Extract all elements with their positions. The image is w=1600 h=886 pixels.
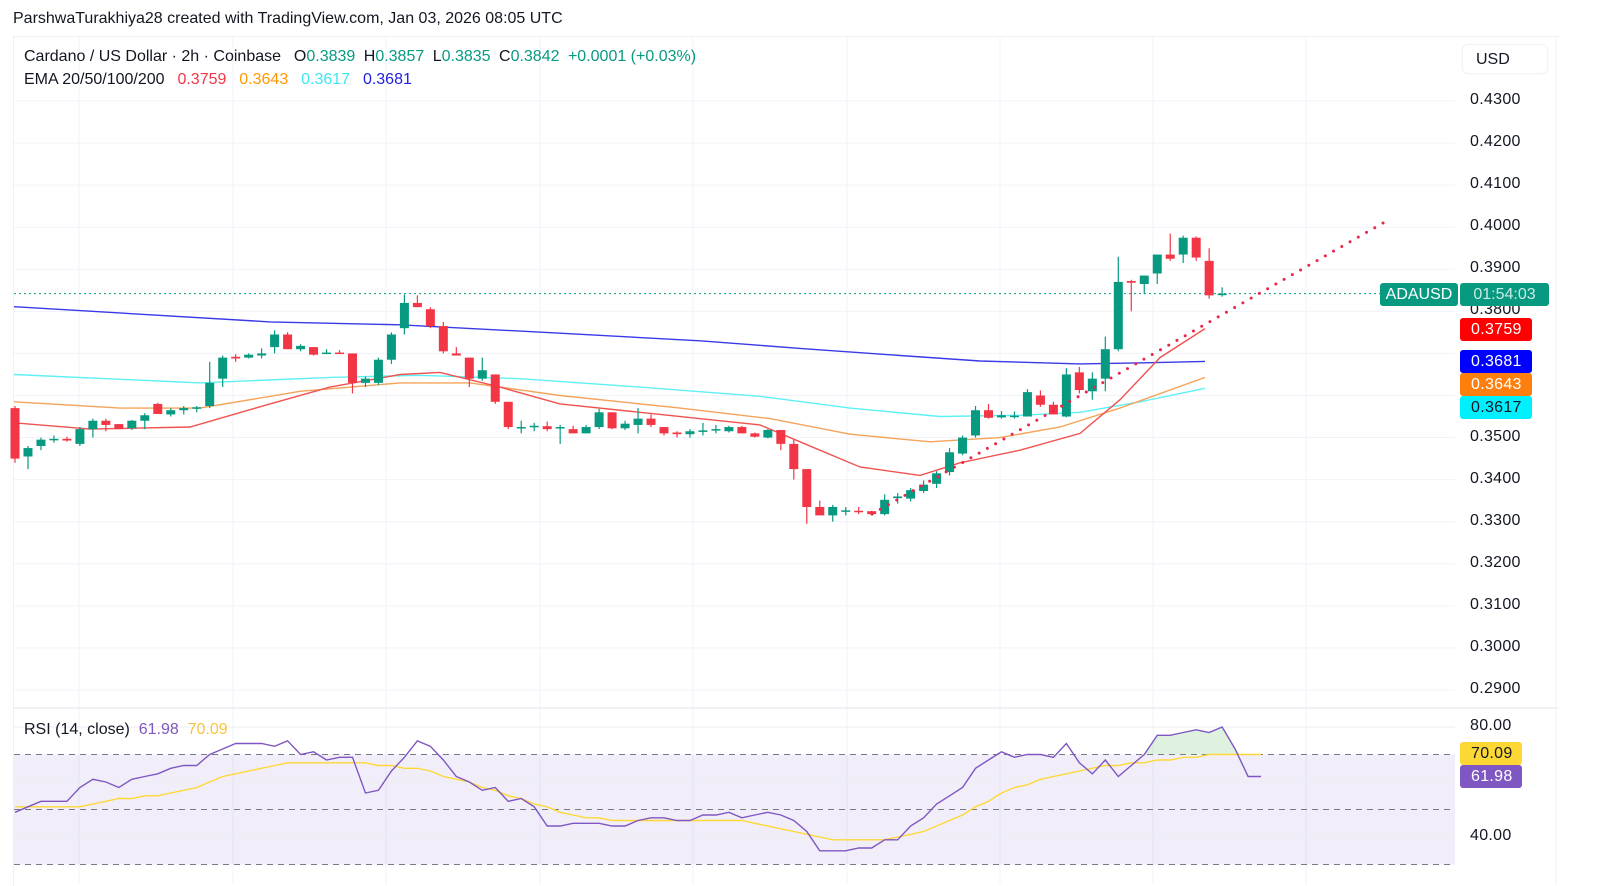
low-label: L	[432, 48, 442, 65]
rsi-axis-tick: 80.00	[1470, 717, 1512, 734]
rsi-legend-label[interactable]: RSI (14, close)	[24, 721, 130, 738]
ema100-line	[13, 373, 1206, 418]
rsi-line	[14, 726, 1262, 852]
close-label: C	[499, 48, 511, 65]
price-axis-tick: 0.3000	[1470, 637, 1521, 655]
high-label: H	[363, 48, 376, 65]
price-axis-tick: 0.3200	[1470, 553, 1521, 571]
ema20-tag: 0.3759	[1460, 318, 1532, 341]
ema200-value: 0.3681	[362, 71, 412, 88]
symbol-title[interactable]: Cardano / US Dollar · 2h · Coinbase	[24, 48, 282, 65]
ema50-line	[13, 376, 1206, 443]
price-axis-tick: 0.4200	[1470, 133, 1521, 151]
chart-frame	[13, 36, 1559, 886]
ema20-line	[13, 328, 1206, 477]
ema50-value: 0.3643	[239, 71, 289, 88]
ema100-tag: 0.3617	[1460, 396, 1532, 419]
ema50-tag: 0.3643	[1460, 373, 1532, 396]
price-axis-tick: 0.2900	[1470, 679, 1521, 697]
close-value: 0.3842	[510, 48, 560, 65]
ema-legend-label[interactable]: EMA 20/50/100/200	[24, 71, 165, 88]
price-axis-tick: 0.3300	[1470, 511, 1521, 529]
currency-button[interactable]: USD	[1462, 44, 1548, 74]
change-value: +0.0001 (+0.03%)	[567, 48, 697, 65]
ema-legend: EMA 20/50/100/200 0.3759 0.3643 0.3617 0…	[24, 71, 416, 89]
low-value: 0.3835	[441, 48, 491, 65]
ema200-tag: 0.3681	[1460, 350, 1532, 373]
open-label: O	[293, 48, 307, 65]
rsi-value: 61.98	[138, 721, 179, 738]
bar-countdown-tag: 01:54:03	[1460, 283, 1549, 306]
rsi-axis-tick: 40.00	[1470, 827, 1512, 844]
price-axis-tick: 0.3400	[1470, 469, 1521, 487]
open-value: 0.3839	[306, 48, 356, 65]
price-axis-tick: 0.3100	[1470, 595, 1521, 613]
chart-credit: ParshwaTurakhiya28 created with TradingV…	[13, 10, 563, 27]
price-axis-tick: 0.4300	[1470, 91, 1521, 108]
rsi-ma-value: 70.09	[187, 721, 228, 738]
symbol-legend: Cardano / US Dollar · 2h · Coinbase O0.3…	[24, 48, 700, 66]
price-axis-tick: 0.3500	[1470, 427, 1521, 445]
symbol-price-tag: ADAUSD	[1380, 283, 1458, 306]
rsi-ma-tag: 70.09	[1460, 742, 1522, 765]
price-axis-tick: 0.4100	[1470, 175, 1521, 193]
rsi-legend: RSI (14, close) 61.98 70.09	[24, 721, 228, 739]
ema100-value: 0.3617	[301, 71, 351, 88]
price-axis-tick: 0.4000	[1470, 217, 1521, 235]
ema200-line	[13, 306, 1206, 365]
price-axis-tick: 0.3900	[1470, 259, 1521, 277]
ema20-value: 0.3759	[177, 71, 227, 88]
rsi-tag: 61.98	[1460, 765, 1522, 788]
high-value: 0.3857	[375, 48, 425, 65]
